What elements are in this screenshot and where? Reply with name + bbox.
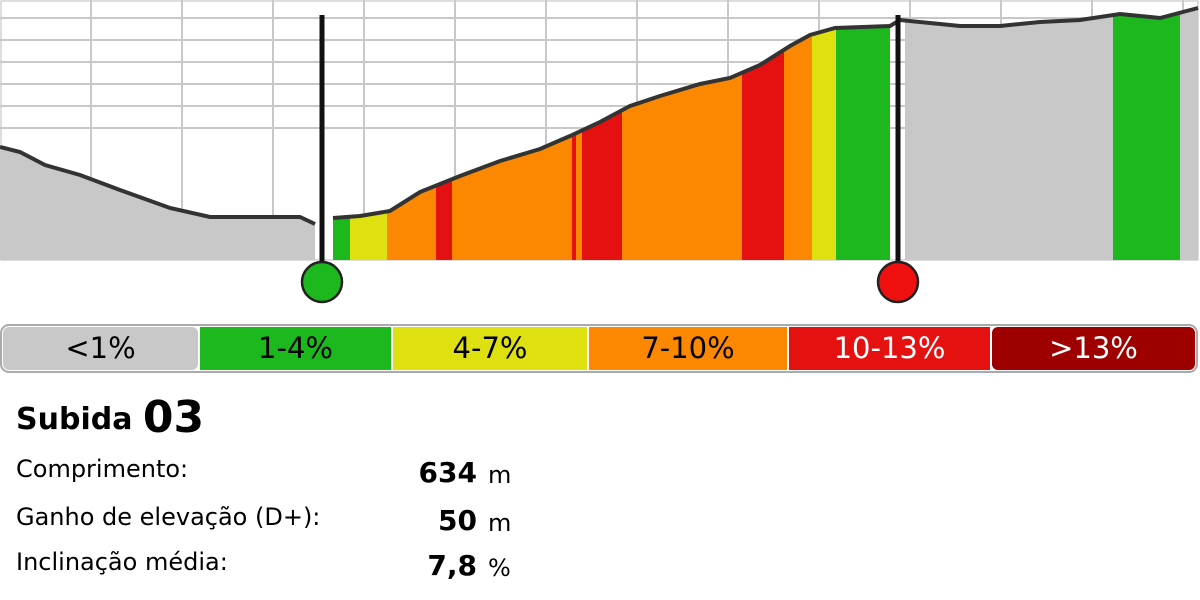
profile-line [0,145,316,226]
stat-value: 50 [438,504,477,537]
legend-swatch [3,327,198,370]
legend-label: 10-13% [834,331,946,365]
legend-swatch [992,327,1195,370]
title: Subida 03 [16,392,204,443]
legend-label: 7-10% [641,331,734,365]
stat-unit: m [488,461,511,489]
legend-label: 1-4% [258,331,333,365]
legend-swatch [789,327,990,370]
legend: <1% 1-4% 4-7% 7-10% 10-13% >13% [0,324,1198,373]
profile-chart [0,0,1199,304]
start-dot [300,260,344,304]
stat-label: Comprimento: [16,455,188,483]
stat-label: Ganho de elevação (D+): [16,503,320,531]
stat-value: 634 [419,456,477,489]
legend-label: 4-7% [453,331,528,365]
legend-swatch [200,327,391,370]
legend-label: <1% [65,331,135,365]
stats: Comprimento: 634 m Ganho de elevação (D+): 5… [16,455,511,582]
title-word: Subida [16,402,132,437]
end-dot [876,260,920,304]
stat-label: Inclinação média: [16,548,228,576]
legend-swatch [589,327,787,370]
title-number: 03 [143,392,204,443]
legend-label: >13% [1049,331,1138,365]
stat-unit: % [488,554,511,582]
stat-value: 7,8 [427,549,477,582]
stat-unit: m [488,509,511,537]
legend-swatch [393,327,587,370]
profile-line [332,6,1199,220]
